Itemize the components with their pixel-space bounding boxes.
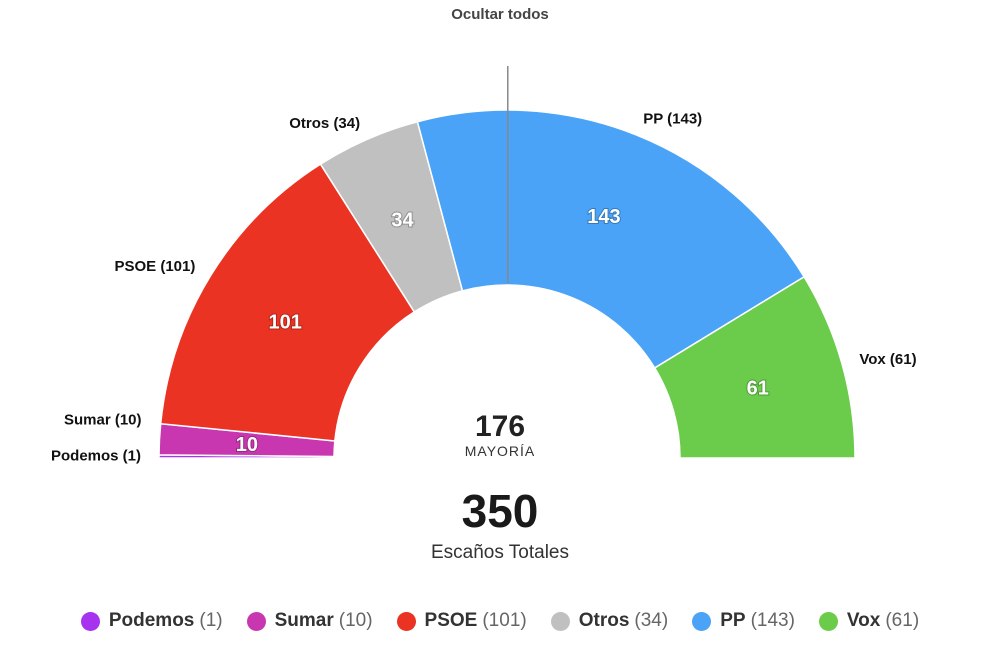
legend-item-psoe[interactable]: PSOE (101) — [396, 610, 527, 632]
slice-vox[interactable] — [653, 275, 856, 459]
legend: Podemos (1) Sumar (10) PSOE (101) Otros (34) PP(… — [0, 606, 1000, 636]
legend-name-otros: Otros — [578, 610, 630, 631]
slice-label-vox: 61 — [747, 378, 769, 400]
slice-labels-group: 10 101 34 143 61 — [235, 205, 770, 457]
legend-name-podemos: Podemos — [108, 610, 195, 631]
legend-name-pp: PP — [720, 610, 746, 631]
outer-label-psoe: PSOE (101) — [114, 258, 195, 275]
legend-count-otros: (34) — [634, 610, 669, 631]
legend-dot-otros — [550, 611, 570, 631]
outer-label-podemos: Podemos (1) — [51, 447, 141, 464]
legend-count-podemos: (1) — [199, 610, 223, 631]
slices-group — [158, 109, 856, 459]
total-seats-label: Escaños Totales — [431, 542, 569, 563]
slice-psoe[interactable] — [159, 163, 416, 442]
legend-dot-vox — [818, 611, 838, 631]
legend-item-podemos[interactable]: Podemos (1) — [80, 610, 223, 632]
legend-name-psoe: PSOE — [424, 610, 478, 631]
slice-pp[interactable] — [416, 109, 806, 369]
slice-label-psoe: 101 — [269, 311, 302, 333]
legend-item-otros[interactable]: Otros (34) — [550, 610, 669, 632]
hide-all-button[interactable]: Ocultar todos — [451, 6, 549, 23]
outer-label-otros: Otros (34) — [289, 115, 360, 132]
legend-count-psoe: (101) — [482, 610, 527, 631]
legend-dot-pp — [692, 611, 712, 631]
outer-label-pp: PP (143) — [643, 110, 702, 127]
majority-label: MAYORÍA — [465, 443, 536, 459]
majority-number: 176 — [475, 410, 525, 443]
legend-count-pp: (143) — [750, 610, 795, 631]
legend-item-pp[interactable]: PP (143) — [692, 610, 795, 632]
slice-label-sumar: 10 — [236, 434, 258, 456]
outer-label-sumar: Sumar (10) — [64, 411, 142, 428]
slice-label-otros: 34 — [391, 209, 414, 231]
legend-dot-podemos — [80, 611, 100, 631]
legend-name-vox: Vox — [846, 610, 881, 631]
legend-name-sumar: Sumar — [274, 610, 334, 631]
legend-count-vox: (61) — [885, 610, 920, 631]
legend-dot-psoe — [396, 611, 416, 631]
slice-label-pp: 143 — [587, 206, 620, 228]
legend-item-sumar[interactable]: Sumar (10) — [246, 610, 373, 632]
legend-count-sumar: (10) — [338, 610, 373, 631]
outer-labels-group: Podemos (1) Sumar (10) PSOE (101) Otros (34… — [51, 110, 917, 464]
legend-item-vox[interactable]: Vox (61) — [818, 610, 920, 632]
seat-chart: 10 101 34 143 61 Podemos (1) Sumar (10) PSOE (… — [51, 66, 917, 563]
total-seats-number: 350 — [462, 485, 539, 537]
legend-dot-sumar — [246, 611, 266, 631]
outer-label-vox: Vox (61) — [859, 351, 916, 368]
